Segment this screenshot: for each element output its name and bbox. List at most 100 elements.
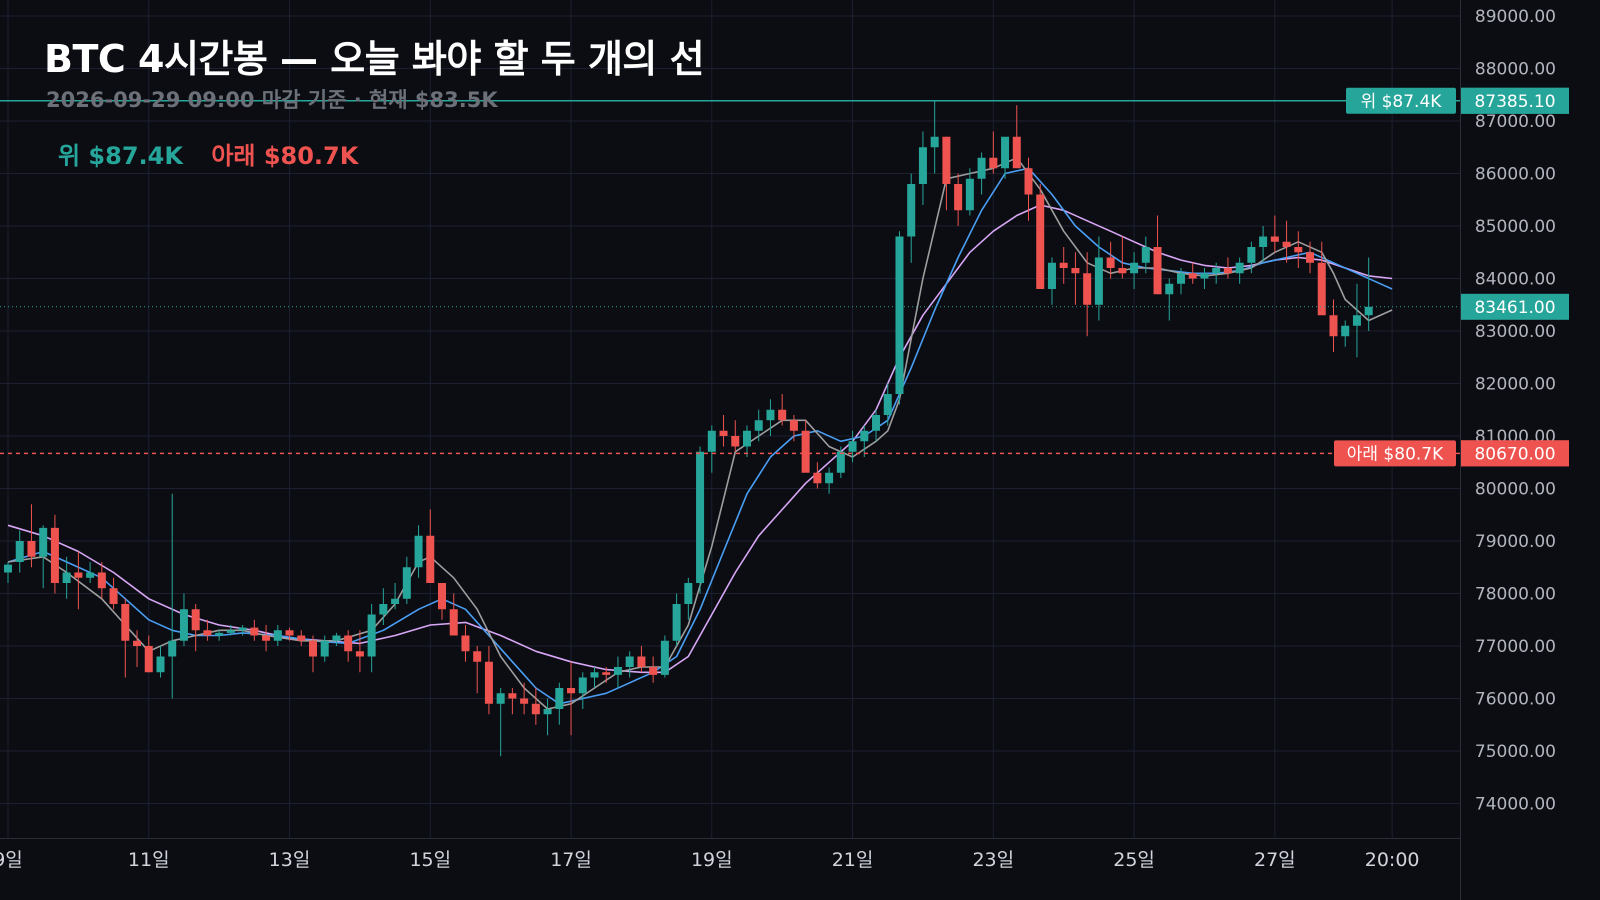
candle <box>860 425 869 457</box>
candle-body <box>801 430 810 473</box>
candle-body <box>567 688 576 694</box>
candle-body <box>438 583 447 610</box>
candle-body <box>860 430 869 442</box>
candle <box>156 646 165 678</box>
candle-body <box>637 656 646 667</box>
candle-body <box>97 572 106 589</box>
candle <box>1059 247 1068 284</box>
time-tick-label: 20:00 <box>1365 849 1420 871</box>
candle-body <box>719 430 728 436</box>
candle-body <box>660 640 669 675</box>
candle <box>15 530 24 573</box>
candle <box>1259 226 1268 263</box>
candle <box>391 583 400 610</box>
candle <box>567 661 576 736</box>
time-tick-label: 25일 <box>1113 849 1155 871</box>
candle-body <box>344 635 353 652</box>
time-tick-label: 21일 <box>832 849 874 871</box>
candle <box>1341 320 1350 347</box>
candle <box>50 514 59 594</box>
candle <box>414 525 423 578</box>
candle-body <box>625 656 634 667</box>
price-tick-label: 77000.00 <box>1475 637 1556 657</box>
candle-body <box>473 651 482 662</box>
candle <box>484 646 493 715</box>
candle-body <box>4 564 12 573</box>
candle-body <box>649 667 658 675</box>
candle-body <box>930 136 939 148</box>
time-tick-label: 23일 <box>972 849 1014 871</box>
candle <box>930 100 939 174</box>
candle-body <box>977 157 986 179</box>
candle-body <box>484 661 493 704</box>
candle <box>179 593 188 646</box>
candle-body <box>590 672 599 678</box>
candle-body <box>1047 262 1056 289</box>
candle-body <box>1106 257 1115 268</box>
candle-body <box>109 588 118 604</box>
candle <box>238 625 247 636</box>
price-tick-label: 82000.00 <box>1475 375 1556 395</box>
candle <box>1141 236 1150 274</box>
candle-body <box>602 672 611 675</box>
candle-body <box>555 688 564 709</box>
candle-body <box>789 420 798 431</box>
price-axis[interactable]: 87385.10 80670.00 89000.00 88000.00 87000.00… <box>1460 0 1570 900</box>
price-tick-label: 79000.00 <box>1475 532 1556 552</box>
candle <box>262 625 271 652</box>
candle <box>801 420 810 473</box>
ma-fast-line <box>7 157 1393 710</box>
candle-body <box>1094 257 1103 305</box>
candle-body <box>813 472 822 484</box>
candle-body <box>39 527 48 557</box>
candle <box>907 173 916 263</box>
candle <box>191 604 200 652</box>
candle-body <box>520 698 529 704</box>
candle <box>719 415 728 447</box>
level-legend: 위 $87.4K 아래 $80.7K <box>58 136 358 171</box>
candle-body <box>367 614 376 657</box>
time-tick-label: 15일 <box>409 849 451 871</box>
candle-body <box>168 640 177 657</box>
candle <box>1212 262 1221 284</box>
candle <box>74 551 83 610</box>
candle <box>203 619 212 641</box>
candle-body <box>426 535 435 583</box>
candle-body <box>754 420 763 431</box>
candle <box>707 425 716 473</box>
candle-body <box>1012 136 1021 169</box>
candle-body <box>144 646 153 673</box>
candle-body <box>1212 268 1221 274</box>
candle <box>1317 241 1326 316</box>
candle-body <box>731 436 740 447</box>
candle-body <box>74 572 83 578</box>
candle <box>742 425 751 457</box>
candle-body <box>508 693 517 699</box>
candle-body <box>578 677 587 694</box>
price-tick-label: 89000.00 <box>1475 7 1556 27</box>
moving-averages <box>7 157 1393 710</box>
candle <box>496 688 505 757</box>
candle <box>555 682 564 725</box>
time-tick-label: 19일 <box>691 849 733 871</box>
candle <box>1118 236 1127 279</box>
candle-body <box>696 451 705 583</box>
time-axis[interactable]: 9일 11일 13일 15일 17일 19일 21일 23일 25일 27일 20:00 <box>0 838 1460 872</box>
candle <box>766 399 775 436</box>
candle-body <box>121 604 130 641</box>
candle-body <box>1165 283 1174 295</box>
candle <box>578 672 587 709</box>
candle <box>1153 215 1162 295</box>
candle <box>320 635 329 662</box>
candle-body <box>320 640 329 657</box>
price-tick-label: 75000.00 <box>1475 742 1556 762</box>
candle <box>789 415 798 442</box>
candle-body <box>203 630 212 636</box>
candle-body <box>1223 268 1232 274</box>
candle <box>684 577 693 620</box>
candle <box>402 556 411 604</box>
candle-body <box>1036 194 1045 289</box>
candle-body <box>825 472 834 484</box>
candle <box>660 635 669 678</box>
